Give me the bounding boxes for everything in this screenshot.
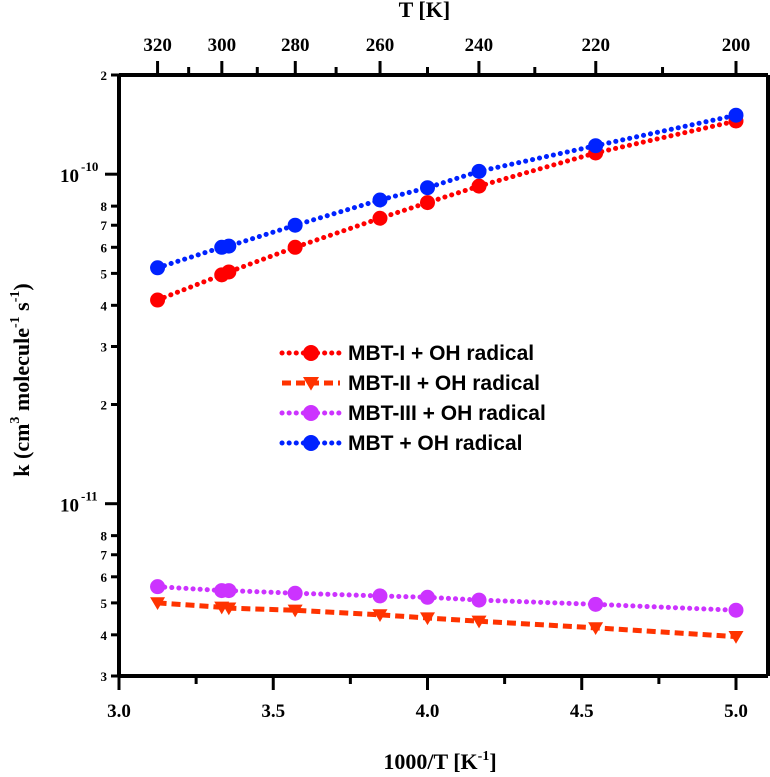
legend-item: MBT-I + OH radical xyxy=(279,342,534,365)
data-point xyxy=(471,178,487,194)
legend-label: MBT-I + OH radical xyxy=(348,342,534,365)
x-axis-title: 1000/T [K-1] xyxy=(383,749,496,774)
data-point xyxy=(728,631,744,644)
legend-marker xyxy=(303,345,319,361)
series-line xyxy=(157,600,737,640)
legend-item: MBT-III + OH radical xyxy=(279,402,546,425)
y-minor-tick-label: 8 xyxy=(101,199,108,214)
data-point xyxy=(471,592,487,608)
x-tick-label: 3.0 xyxy=(107,701,131,722)
data-point xyxy=(150,260,166,276)
data-point xyxy=(150,579,166,595)
data-point xyxy=(420,589,435,605)
legend-label: MBT-III + OH radical xyxy=(348,402,546,425)
series-layer xyxy=(150,107,744,644)
y-minor-tick-label: 7 xyxy=(101,548,108,563)
data-point xyxy=(150,292,166,308)
y-minor-tick-label: 4 xyxy=(101,298,108,313)
top-tick-label: 220 xyxy=(582,35,611,56)
data-point xyxy=(372,609,388,622)
data-point xyxy=(420,180,435,196)
top-tick-label: 280 xyxy=(281,35,310,56)
y-major-tick-exponent: -10 xyxy=(81,159,98,174)
series-1 xyxy=(150,113,744,308)
legend-marker xyxy=(303,377,319,391)
top-tick-label: 200 xyxy=(722,35,751,56)
series-line xyxy=(155,118,739,303)
top-tick-label: 260 xyxy=(366,35,395,56)
legend-label: MBT + OH radical xyxy=(348,432,522,455)
data-point xyxy=(372,210,388,226)
top-tick-label: 320 xyxy=(143,35,172,56)
x-tick-label: 4.5 xyxy=(570,701,594,722)
y-minor-tick-label: 3 xyxy=(101,339,108,354)
y-major-tick-exponent: -11 xyxy=(81,489,98,504)
data-point xyxy=(287,239,303,255)
legend-item: MBT + OH radical xyxy=(279,432,522,455)
axes xyxy=(105,61,770,690)
data-point xyxy=(221,238,237,254)
y-minor-tick-label: 6 xyxy=(101,570,108,585)
legend: MBT-I + OH radical MBT-II + OH radical MBT… xyxy=(279,342,546,455)
data-point xyxy=(287,585,303,601)
data-point xyxy=(372,192,388,208)
top-axis-title: T [K] xyxy=(399,0,451,22)
legend-item: MBT-II + OH radical xyxy=(282,372,540,395)
y-major-tick-label: 10 xyxy=(60,166,79,187)
data-point xyxy=(287,604,303,618)
y-minor-tick-label: 5 xyxy=(101,266,108,281)
y-minor-tick-label: 2 xyxy=(101,68,108,83)
data-point xyxy=(150,597,166,611)
y-axis-title: k (cm3 molecule-1 s-1) xyxy=(8,283,34,476)
series-3 xyxy=(150,579,744,618)
data-point xyxy=(372,588,388,604)
legend-label: MBT-II + OH radical xyxy=(348,372,540,395)
data-point xyxy=(728,602,744,618)
x-tick-label: 5.0 xyxy=(724,701,748,722)
y-major-tick-label: 10 xyxy=(60,496,79,517)
data-point xyxy=(588,138,604,154)
legend-marker xyxy=(303,405,319,421)
x-tick-label: 3.5 xyxy=(261,701,285,722)
data-point xyxy=(221,583,237,599)
series-line xyxy=(155,112,739,271)
x-tick-label: 4.0 xyxy=(416,701,440,722)
y-minor-tick-label: 7 xyxy=(101,218,108,233)
data-point xyxy=(588,622,604,635)
y-minor-tick-label: 6 xyxy=(101,240,108,255)
y-minor-tick-label: 8 xyxy=(101,529,108,544)
top-tick-label: 300 xyxy=(208,35,237,56)
data-point xyxy=(471,615,487,629)
data-point xyxy=(221,264,237,280)
data-point xyxy=(287,217,303,233)
data-point xyxy=(420,612,435,626)
series-2 xyxy=(150,597,744,644)
y-minor-tick-label: 3 xyxy=(101,669,108,684)
legend-marker xyxy=(303,435,319,451)
data-point xyxy=(420,195,435,211)
data-point xyxy=(221,602,237,616)
data-point xyxy=(728,107,744,123)
series-4 xyxy=(150,107,744,276)
y-minor-tick-label: 5 xyxy=(101,596,108,611)
top-tick-label: 240 xyxy=(465,35,494,56)
data-point xyxy=(588,596,604,612)
y-minor-tick-label: 2 xyxy=(101,398,108,413)
y-minor-tick-label: 4 xyxy=(101,628,108,643)
data-point xyxy=(471,163,487,179)
